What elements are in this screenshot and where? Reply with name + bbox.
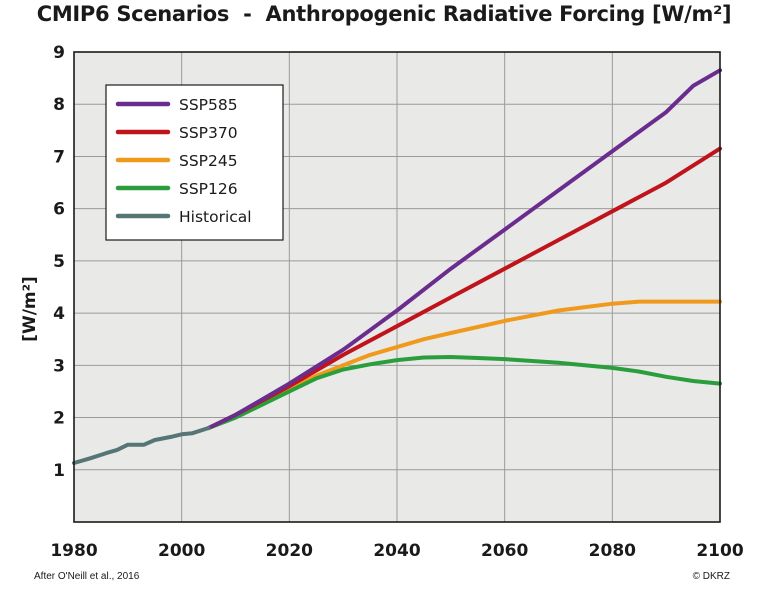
legend: SSP585 SSP370 SSP245 SSP126 Historical — [105, 84, 284, 241]
y-tick-label: 5 — [53, 252, 65, 272]
chart-title: CMIP6 Scenarios - Anthropogenic Radiativ… — [36, 2, 732, 26]
x-tick-label: 2080 — [589, 541, 636, 561]
x-tick-labels: 1980 2000 2020 2040 2060 2080 2100 — [50, 541, 743, 561]
y-tick-label: 9 — [53, 43, 65, 63]
y-tick-label: 7 — [53, 147, 65, 167]
y-tick-label: 4 — [53, 304, 65, 324]
x-tick-label: 2060 — [481, 541, 528, 561]
x-tick-label: 2100 — [696, 541, 743, 561]
plot-frame — [73, 51, 721, 523]
x-tick-label: 2020 — [266, 541, 313, 561]
series-lines — [72, 68, 722, 465]
y-tick-label: 2 — [53, 409, 65, 429]
legend-label: SSP126 — [179, 180, 238, 198]
series-line-ssp126 — [206, 355, 722, 430]
y-tick-label: 8 — [53, 95, 65, 115]
x-tick-label: 2000 — [158, 541, 205, 561]
series-line-ssp245 — [206, 299, 722, 430]
y-tick-label: 6 — [53, 200, 65, 220]
y-tick-labels: 1 2 3 4 5 6 7 8 9 — [53, 43, 65, 481]
x-tick-label: 2040 — [373, 541, 420, 561]
source-note: After O'Neill et al., 2016 — [34, 571, 140, 582]
series-line-historical — [72, 426, 211, 465]
series-line-ssp585 — [206, 68, 722, 430]
credit-note: © DKRZ — [692, 571, 730, 582]
y-tick-label: 1 — [53, 461, 65, 481]
legend-box — [105, 84, 284, 241]
legend-label: SSP585 — [179, 96, 238, 114]
y-axis-label: [W/m²] — [20, 276, 40, 342]
y-tick-label: 3 — [53, 356, 65, 376]
legend-label: SSP245 — [179, 152, 238, 170]
x-tick-label: 1980 — [50, 541, 97, 561]
legend-label: SSP370 — [179, 124, 238, 142]
legend-label: Historical — [179, 208, 252, 226]
